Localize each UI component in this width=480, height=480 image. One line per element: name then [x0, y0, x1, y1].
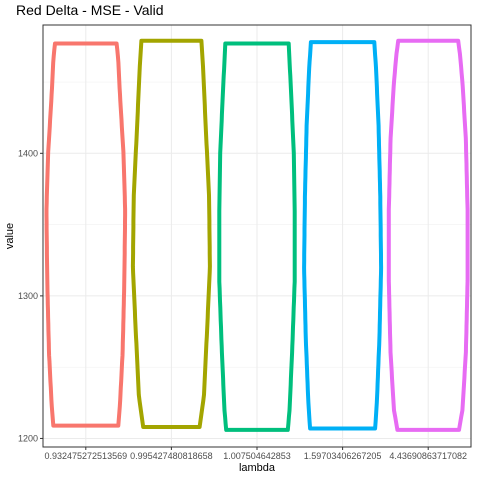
x-tick-label: 1.59703406267205 [304, 451, 382, 461]
violin-layer [44, 38, 470, 432]
axis-layer: 1200 1300 1400 0.932475272513569 0.995427480… [18, 148, 467, 461]
x-tick-label: 1.007504642853 [223, 451, 291, 461]
violin-5 [386, 38, 470, 432]
chart-title: Red Delta - MSE - Valid [16, 2, 164, 18]
violin-1 [44, 41, 128, 428]
x-axis-title: lambda [239, 462, 276, 474]
y-tick-label: 1300 [18, 291, 38, 301]
y-tick-label: 1400 [18, 148, 38, 158]
x-tick-label: 0.995427480818658 [130, 451, 213, 461]
grid-layer [43, 25, 471, 447]
violin-2 [130, 38, 212, 429]
x-tick-label: 4.43690863717082 [389, 451, 467, 461]
violin-3 [217, 41, 297, 432]
y-tick-label: 1200 [18, 433, 38, 443]
violin-4 [302, 40, 384, 431]
y-axis-title: value [4, 223, 16, 249]
x-tick-label: 0.932475272513569 [45, 451, 128, 461]
